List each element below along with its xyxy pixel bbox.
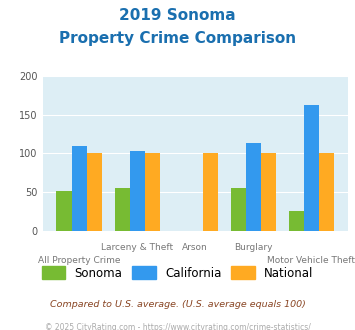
Text: Larceny & Theft: Larceny & Theft (101, 244, 173, 252)
Bar (203, 153, 218, 231)
Bar (261, 153, 276, 231)
Text: Arson: Arson (182, 244, 208, 252)
Bar (145, 153, 160, 231)
Bar (289, 211, 304, 231)
Bar (246, 143, 261, 231)
Bar (56, 191, 72, 231)
Bar (304, 105, 319, 231)
Bar (130, 151, 145, 231)
Text: Motor Vehicle Theft: Motor Vehicle Theft (267, 256, 355, 265)
Bar (87, 153, 102, 231)
Bar (115, 188, 130, 231)
Legend: Sonoma, California, National: Sonoma, California, National (37, 262, 318, 284)
Text: Burglary: Burglary (234, 244, 273, 252)
Text: Property Crime Comparison: Property Crime Comparison (59, 31, 296, 46)
Bar (72, 146, 87, 231)
Text: 2019 Sonoma: 2019 Sonoma (119, 8, 236, 23)
Bar (319, 153, 334, 231)
Bar (231, 188, 246, 231)
Text: All Property Crime: All Property Crime (38, 256, 120, 265)
Text: © 2025 CityRating.com - https://www.cityrating.com/crime-statistics/: © 2025 CityRating.com - https://www.city… (45, 323, 310, 330)
Text: Compared to U.S. average. (U.S. average equals 100): Compared to U.S. average. (U.S. average … (50, 300, 305, 309)
